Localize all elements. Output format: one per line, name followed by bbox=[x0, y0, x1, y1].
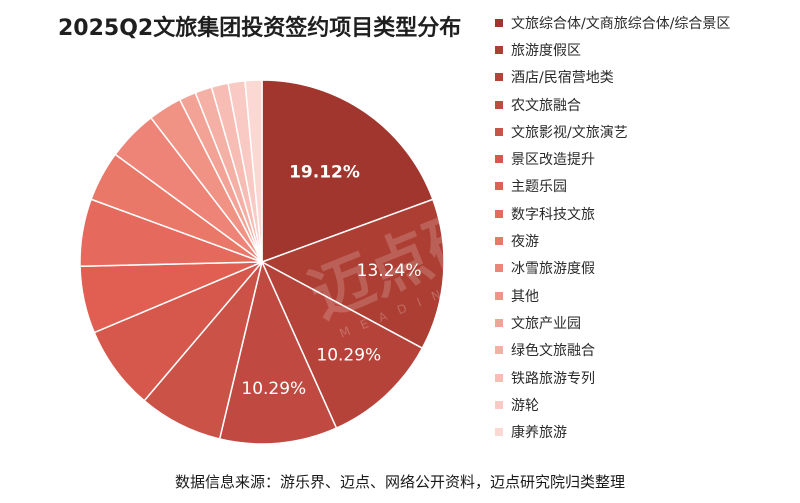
data-label: 10.29% bbox=[241, 379, 306, 399]
legend-item: 夜游 bbox=[495, 227, 795, 254]
legend-swatch bbox=[495, 155, 503, 164]
pie-slice bbox=[218, 259, 338, 445]
legend-swatch bbox=[495, 18, 503, 27]
legend-label: 景区改造提升 bbox=[511, 152, 595, 169]
data-label: 10.29% bbox=[316, 345, 381, 365]
chart-legend: 文旅综合体/文商旅综合体/综合景区 旅游度假区酒店/民宿营地类 农文旅融合文旅影视/… bbox=[495, 9, 795, 446]
legend-item: 游轮 bbox=[495, 391, 795, 418]
legend-item: 主题乐园 bbox=[495, 173, 795, 200]
legend-item: 文旅产业园 bbox=[495, 309, 795, 336]
pie-slice bbox=[260, 198, 445, 350]
legend-swatch bbox=[495, 318, 503, 327]
legend-item: 文旅综合体/文商旅综合体/综合景区 bbox=[495, 9, 795, 36]
legend-swatch bbox=[495, 73, 503, 82]
legend-label: 主题乐园 bbox=[511, 179, 567, 196]
legend-swatch bbox=[495, 400, 503, 409]
legend-item: 文旅影视/文旅演艺 bbox=[495, 118, 795, 145]
legend-swatch bbox=[495, 127, 503, 136]
legend-item: 景区改造提升 bbox=[495, 145, 795, 172]
legend-swatch bbox=[495, 346, 503, 355]
data-label: 19.12% bbox=[289, 163, 360, 183]
legend-label: 农文旅融合 bbox=[511, 97, 581, 114]
legend-item: 康养旅游 bbox=[495, 418, 795, 445]
legend-item: 冰雪旅游度假 bbox=[495, 255, 795, 282]
legend-label: 酒店/民宿营地类 bbox=[511, 70, 614, 87]
legend-label: 数字科技文旅 bbox=[511, 206, 595, 223]
legend-label: 文旅影视/文旅演艺 bbox=[511, 124, 628, 141]
chart-title: 2025Q2文旅集团投资签约项目类型分布 bbox=[58, 16, 462, 41]
legend-swatch bbox=[495, 428, 503, 437]
legend-item: 农文旅融合 bbox=[495, 91, 795, 118]
pie-slice bbox=[244, 79, 263, 263]
legend-label: 其他 bbox=[511, 288, 539, 305]
legend-swatch bbox=[495, 264, 503, 273]
legend-label: 文旅综合体/文商旅综合体/综合景区 bbox=[511, 15, 731, 32]
legend-label: 铁路旅游专列 bbox=[511, 370, 595, 387]
legend-item: 铁路旅游专列 bbox=[495, 364, 795, 391]
legend-swatch bbox=[495, 209, 503, 218]
source-note: 数据信息来源：游乐界、迈点、网络公开资料，迈点研究院归类整理 bbox=[174, 473, 625, 491]
legend-item: 数字科技文旅 bbox=[495, 200, 795, 227]
legend-swatch bbox=[495, 45, 503, 54]
legend-swatch bbox=[495, 291, 503, 300]
pie-slice bbox=[260, 260, 424, 430]
pie-slice bbox=[261, 79, 434, 264]
legend-label: 康养旅游 bbox=[511, 425, 567, 442]
legend-item: 绿色文旅融合 bbox=[495, 337, 795, 364]
legend-label: 游轮 bbox=[511, 397, 539, 414]
data-label: 13.24% bbox=[357, 261, 422, 281]
legend-item: 旅游度假区 bbox=[495, 36, 795, 63]
legend-swatch bbox=[495, 182, 503, 191]
legend-label: 绿色文旅融合 bbox=[511, 343, 595, 360]
legend-swatch bbox=[495, 237, 503, 246]
legend-swatch bbox=[495, 373, 503, 382]
legend-label: 夜游 bbox=[511, 234, 539, 251]
legend-item: 其他 bbox=[495, 282, 795, 309]
legend-label: 旅游度假区 bbox=[511, 42, 581, 59]
legend-label: 文旅产业园 bbox=[511, 315, 581, 332]
legend-item: 酒店/民宿营地类 bbox=[495, 64, 795, 91]
legend-swatch bbox=[495, 100, 503, 109]
legend-label: 冰雪旅游度假 bbox=[511, 261, 595, 278]
